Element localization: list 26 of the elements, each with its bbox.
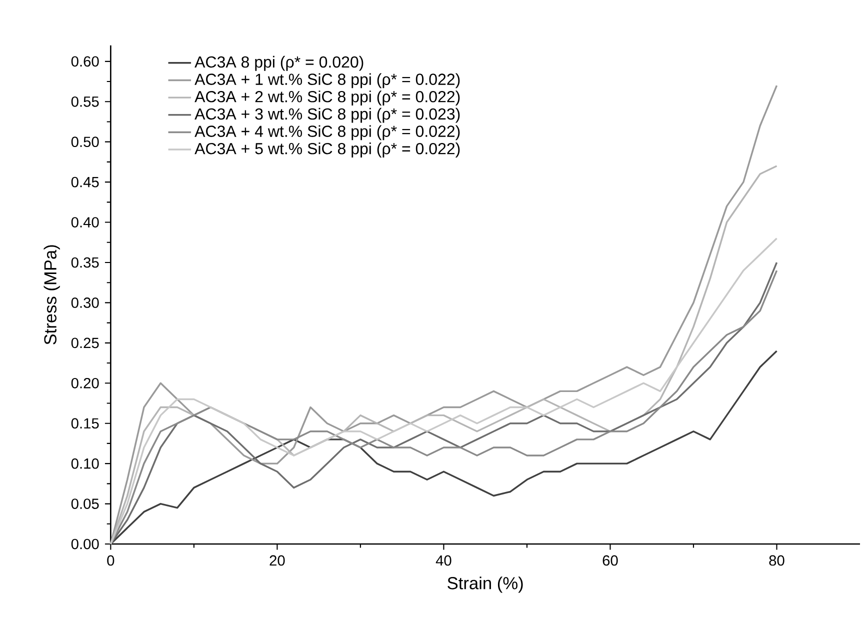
y-tick-label: 0.45: [71, 176, 99, 188]
y-tick-label: 0.40: [71, 217, 99, 228]
y-tick-label: 0.30: [71, 298, 99, 308]
y-tick-label: 0.60: [71, 56, 99, 67]
legend-label: AC3A + 4 wt.% SiC 8 ppi (ρ* = 0.022): [194, 125, 460, 140]
legend-label: AC3A 8 ppi (ρ* = 0.020): [194, 56, 364, 71]
legend-label: AC3A + 3 wt.% SiC 8 ppi (ρ* = 0.023): [194, 108, 460, 123]
x-tick-label: 40: [436, 555, 452, 566]
y-tick-label: 0.55: [71, 96, 99, 107]
legend-label: AC3A + 1 wt.% SiC 8 ppi (ρ* = 0.022): [194, 73, 460, 88]
x-axis-title: Strain (%): [448, 576, 523, 593]
y-tick-label: 0.05: [71, 498, 99, 509]
y-tick-label: 0.15: [71, 418, 99, 429]
x-tick-label: 0: [107, 555, 114, 566]
y-tick-label: 0.50: [71, 136, 99, 148]
y-tick-label: 0.20: [71, 378, 99, 388]
x-tick-label: 20: [270, 555, 285, 566]
y-tick-label: 0.00: [71, 538, 99, 550]
y-tick-label: 0.25: [71, 338, 99, 348]
legend-label: AC3A + 5 wt.% SiC 8 ppi (ρ* = 0.022): [194, 142, 460, 158]
y-tick-label: 0.10: [71, 458, 99, 469]
legend-label: AC3A + 2 wt.% SiC 8 ppi (ρ* = 0.022): [194, 90, 460, 106]
y-axis-title: Stress (MPa): [44, 245, 60, 344]
x-tick-label: 80: [769, 555, 784, 566]
y-tick-label: 0.35: [71, 257, 99, 268]
x-tick-label: 60: [602, 555, 618, 566]
